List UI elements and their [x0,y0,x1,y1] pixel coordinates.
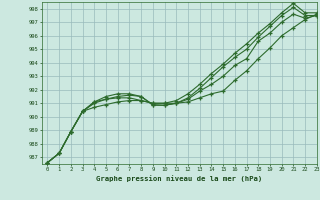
X-axis label: Graphe pression niveau de la mer (hPa): Graphe pression niveau de la mer (hPa) [96,175,262,182]
